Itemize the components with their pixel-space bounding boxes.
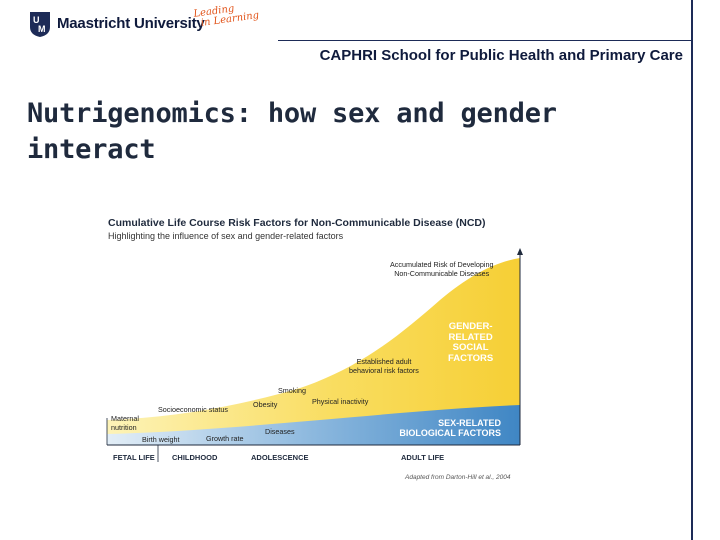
accumulated-risk-label: Accumulated Risk of Developing Non-Commu… [390,260,494,278]
maternal-line-2: nutrition [111,422,137,432]
source-credit: Adapted from Darton-Hill et al., 2004 [405,474,511,481]
school-name: CAPHRI School for Public Health and Prim… [319,47,683,64]
gender-line-3: SOCIAL [452,342,489,353]
smoking-label: Smoking [278,386,306,395]
sex-area [107,405,520,445]
sex-factors-line-1: SEX-RELATED [438,418,501,428]
slide-title-line-1: Nutrigenomics: how sex and gender [27,98,557,129]
university-logo[interactable]: U M Maastricht University Leading in Lea… [28,3,260,40]
svg-text:M: M [38,24,46,34]
stage-childhood: CHILDHOOD [172,453,218,462]
accumulated-risk-line-2: Non-Communicable Diseases [394,268,490,278]
gender-line-4: FACTORS [448,352,494,364]
diagram-title: Cumulative Life Course Risk Factors for … [108,217,486,229]
sex-factors-label: SEX-RELATED BIOLOGICAL FACTORS [396,418,501,438]
slide-title: Nutrigenomics: how sex and gender intera… [27,96,667,168]
maternal-line-1: Maternal [111,414,139,423]
stage-adolescence: ADOLESCENCE [251,453,309,462]
maternal-nutrition-label: Maternal nutrition [111,414,139,432]
university-name: Maastricht University [57,15,205,32]
established-line-2: behavioral risk factors [349,365,419,375]
gender-line-1: GENDER- [448,321,493,332]
gender-factors-label: GENDER- RELATED SOCIAL FACTORS [448,321,494,364]
gender-area [107,258,520,445]
gender-line-2: RELATED [448,331,493,343]
y-axis-arrow [517,248,523,255]
birth-weight-label: Birth weight [142,435,180,444]
socioeconomic-label: Socioeconomic status [158,405,228,414]
right-border [691,0,693,540]
svg-text:U: U [33,15,40,25]
stage-adult-life: ADULT LIFE [401,453,445,462]
diagram-subtitle: Highlighting the influence of sex and ge… [108,231,344,241]
diseases-label: Diseases [265,427,295,436]
growth-rate-label: Growth rate [206,434,244,443]
header-rule [278,40,691,41]
slide-title-line-2: interact [27,134,156,165]
um-shield-icon: U M [30,12,50,37]
sex-factors-line-2: BIOLOGICAL FACTORS [399,428,501,438]
established-line-1: Established adult [356,357,412,366]
accumulated-risk-line-1: Accumulated Risk of Developing [390,260,494,269]
obesity-label: Obesity [253,400,278,409]
established-risk-label: Established adult behavioral risk factor… [349,357,419,375]
physical-inactivity-label: Physical inactivity [312,397,369,406]
stage-fetal-life: FETAL LIFE [113,453,155,462]
